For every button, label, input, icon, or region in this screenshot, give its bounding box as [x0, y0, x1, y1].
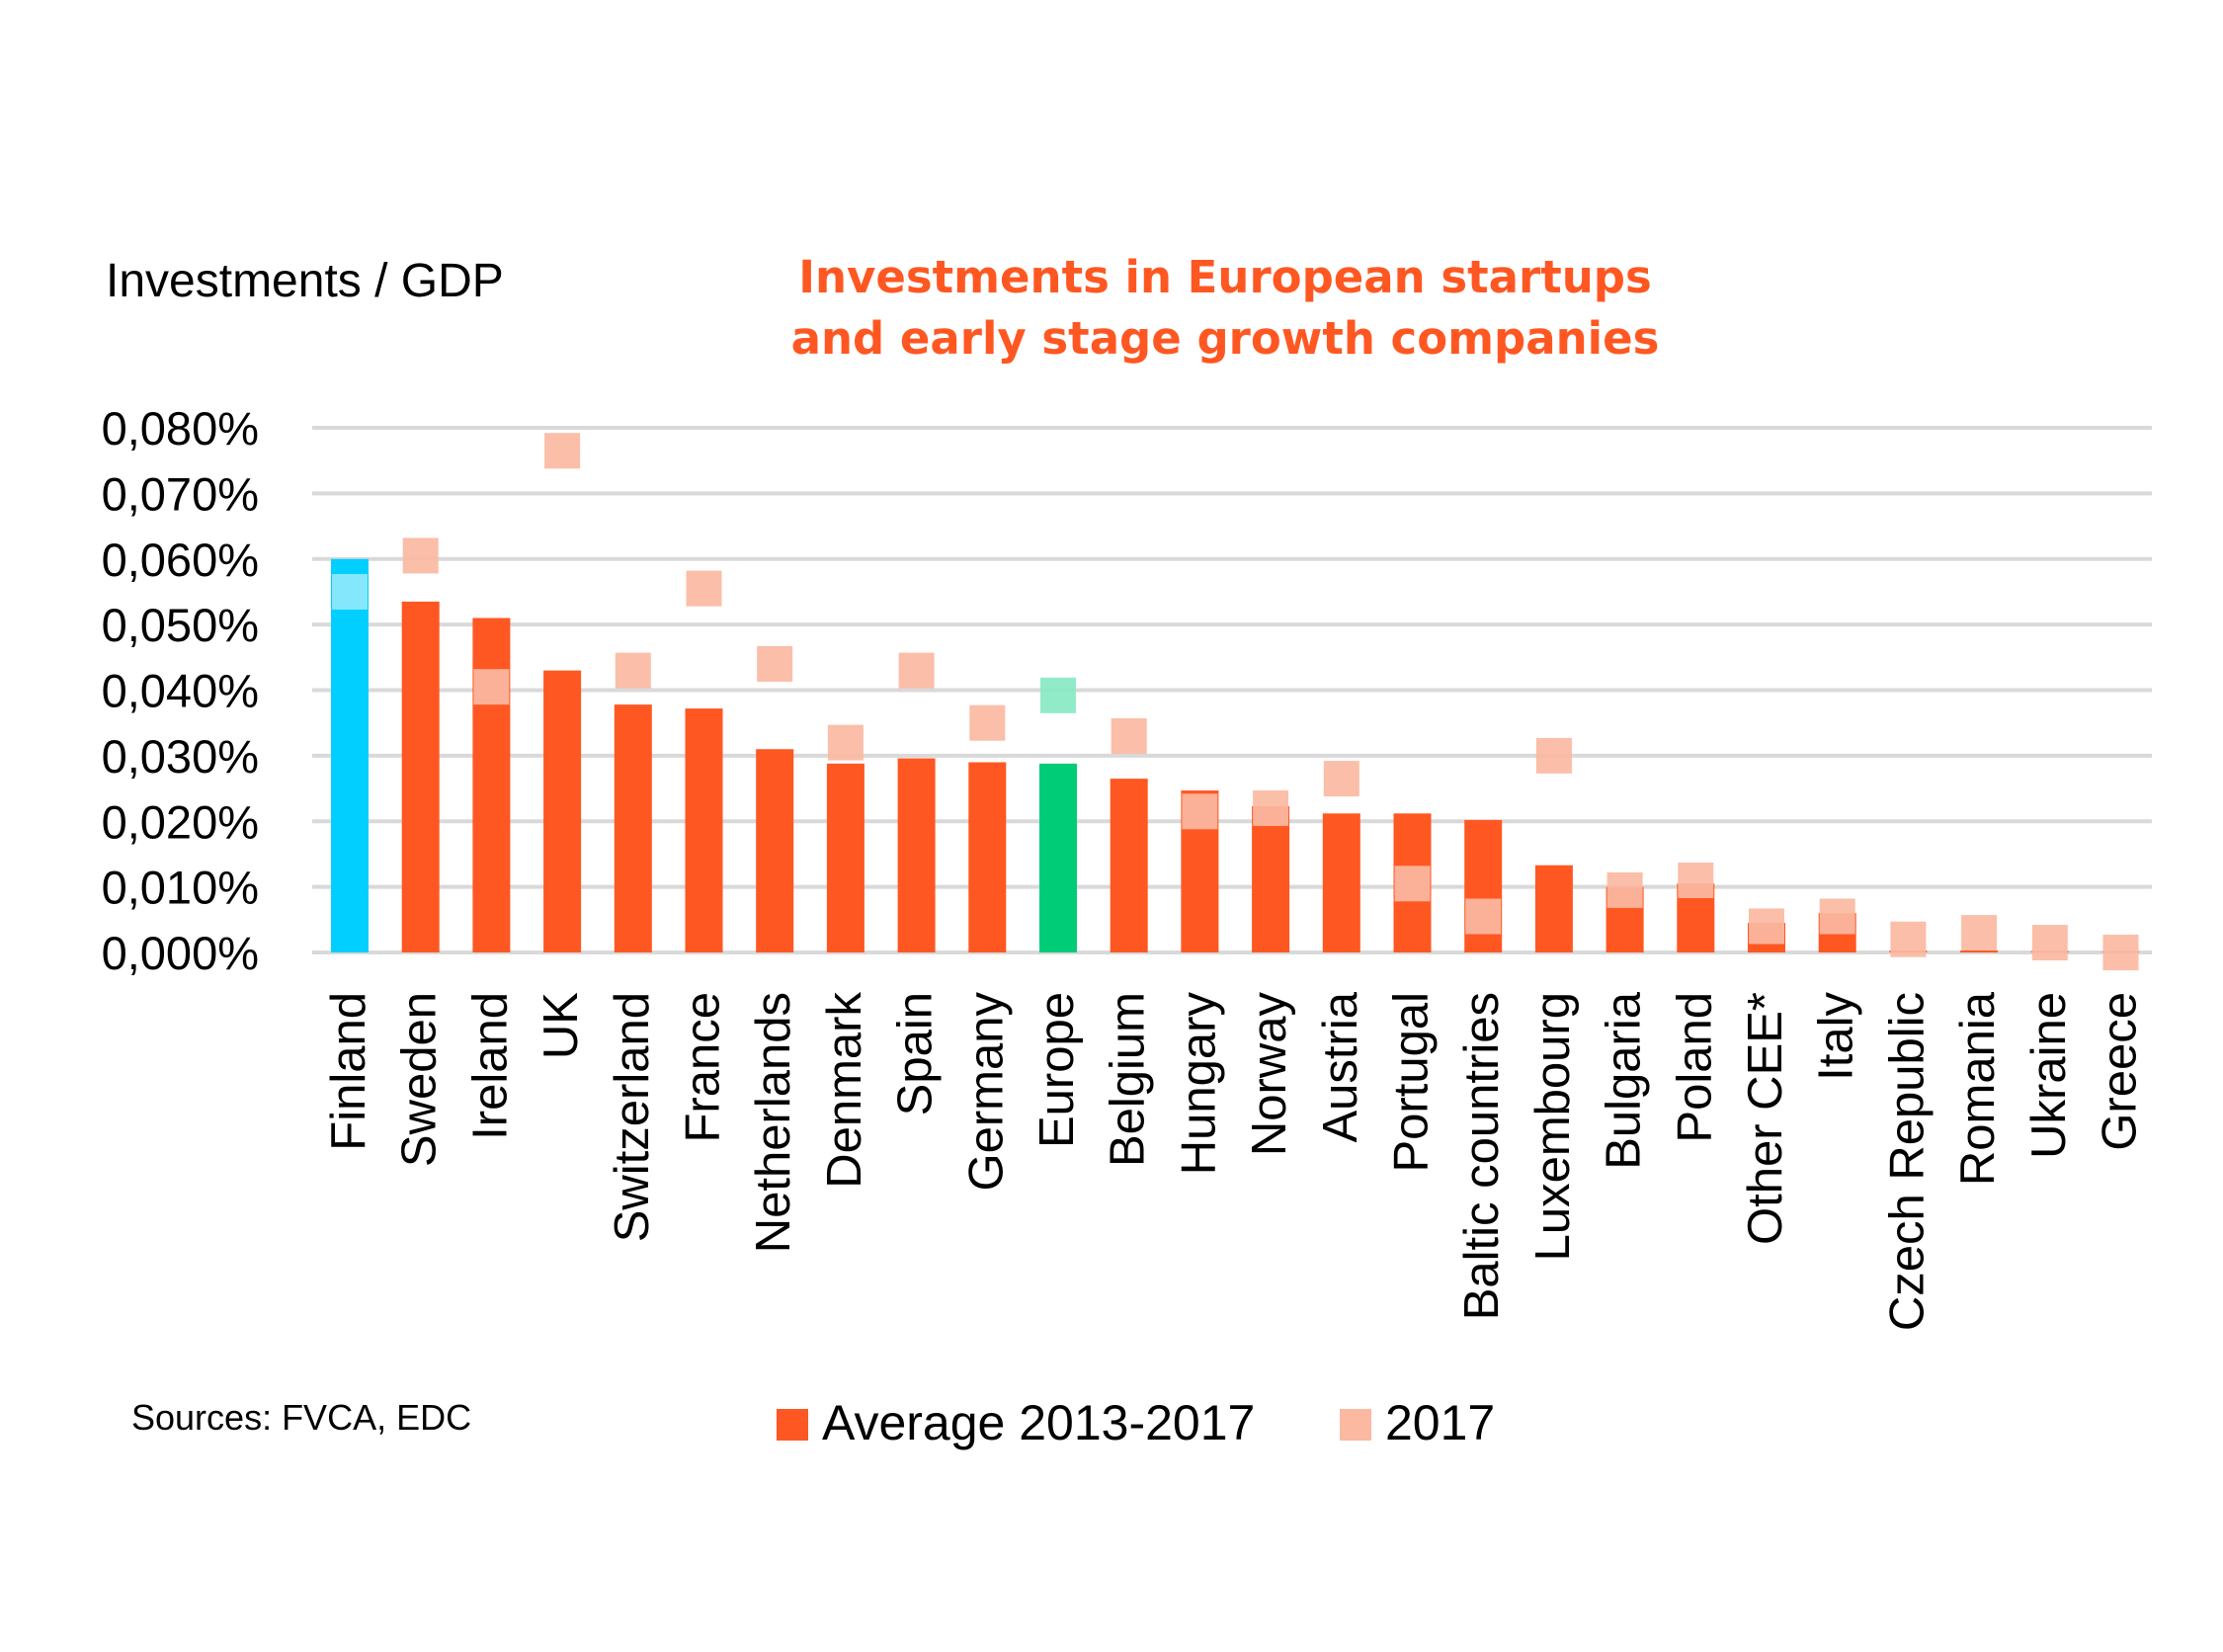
- marker-2017-finland: [332, 573, 368, 610]
- y-tick-label: 0,020%: [102, 795, 259, 848]
- y-tick-label: 0,000%: [102, 927, 259, 979]
- y-tick-label: 0,010%: [102, 862, 259, 914]
- bar-netherlands: [756, 749, 794, 952]
- marker-2017-france: [686, 570, 722, 607]
- category-label-austria: Austria: [1314, 991, 1367, 1142]
- category-label-bulgaria: Bulgaria: [1598, 991, 1651, 1170]
- category-label-spain: Spain: [889, 992, 943, 1115]
- bar-austria: [1322, 813, 1360, 952]
- category-label-other-cee: Other CEE*: [1739, 992, 1792, 1245]
- marker-2017-greece: [2102, 935, 2139, 970]
- marker-2017-switzerland: [615, 652, 651, 689]
- bar-romania: [1960, 950, 1999, 952]
- marker-2017-denmark: [827, 724, 864, 761]
- legend: Average 2013-2017 2017: [777, 1395, 1495, 1450]
- category-label-italy: Italy: [1810, 992, 1863, 1081]
- bar-belgium: [1110, 779, 1148, 952]
- marker-2017-hungary: [1182, 793, 1218, 830]
- legend-label-average: Average 2013-2017: [822, 1395, 1255, 1450]
- marker-2017-ukraine: [2031, 925, 2068, 961]
- marker-2017-sweden: [402, 537, 439, 574]
- category-label-sweden: Sweden: [393, 992, 447, 1167]
- marker-2017-other-cee: [1749, 908, 1784, 945]
- category-label-hungary: Hungary: [1172, 992, 1225, 1176]
- bar-france: [685, 708, 723, 952]
- marker-2017-austria: [1323, 761, 1359, 797]
- category-label-portugal: Portugal: [1385, 992, 1439, 1173]
- y-tick-label: 0,050%: [102, 599, 259, 651]
- marker-2017-romania: [1961, 915, 1998, 951]
- chart-title-line-1: Investments in European startups: [798, 251, 1652, 303]
- y-tick-label: 0,070%: [102, 467, 259, 520]
- marker-2017-baltic-countries: [1465, 898, 1502, 935]
- bar-uk: [543, 670, 582, 952]
- marker-2017-germany: [969, 704, 1006, 741]
- category-label-luxembourg: Luxembourg: [1526, 992, 1580, 1261]
- marker-2017-italy: [1819, 898, 1855, 935]
- marker-2017-bulgaria: [1606, 871, 1643, 908]
- category-label-baltic-countries: Baltic countries: [1455, 992, 1509, 1320]
- bars-average: [331, 558, 2140, 952]
- bar-germany: [968, 762, 1007, 952]
- marker-2017-poland: [1678, 862, 1714, 898]
- chart-title-line-2: and early stage growth companies: [791, 312, 1660, 365]
- bar-spain: [897, 758, 936, 952]
- y-tick-label: 0,060%: [102, 534, 259, 586]
- category-label-norway: Norway: [1243, 992, 1296, 1157]
- category-label-romania: Romania: [1951, 991, 2005, 1186]
- marker-2017-uk: [544, 433, 581, 469]
- category-label-greece: Greece: [2094, 992, 2147, 1151]
- bar-ireland: [472, 618, 511, 952]
- bar-finland: [331, 558, 369, 952]
- legend-swatch-2017: [1340, 1409, 1371, 1441]
- marker-2017-belgium: [1111, 717, 1147, 754]
- bar-denmark: [826, 763, 864, 952]
- y-axis-label: Investments / GDP: [106, 255, 504, 307]
- marker-2017-netherlands: [757, 645, 793, 682]
- category-label-denmark: Denmark: [818, 992, 871, 1189]
- legend-swatch-average: [777, 1409, 808, 1441]
- bar-luxembourg: [1534, 865, 1573, 952]
- gridlines: [312, 426, 2152, 954]
- category-label-france: France: [677, 992, 730, 1143]
- category-label-uk: UK: [535, 992, 588, 1059]
- source-note: Sources: FVCA, EDC: [131, 1397, 471, 1438]
- bar-europe: [1039, 763, 1077, 952]
- bar-switzerland: [614, 704, 652, 952]
- y-tick-labels: 0,000% 0,010% 0,020% 0,030% 0,040% 0,050% 0,06…: [102, 402, 259, 979]
- category-label-switzerland: Switzerland: [606, 992, 659, 1242]
- y-tick-label: 0,080%: [102, 402, 259, 454]
- marker-2017-norway: [1253, 789, 1289, 826]
- category-label-netherlands: Netherlands: [747, 992, 800, 1253]
- category-label-ukraine: Ukraine: [2022, 992, 2076, 1159]
- category-labels: Finland Sweden Ireland UK Switzerland France N…: [322, 991, 2147, 1331]
- marker-2017-luxembourg: [1535, 737, 1572, 774]
- category-label-germany: Germany: [959, 992, 1013, 1192]
- marker-2017-czech-republic: [1890, 921, 1927, 957]
- marker-2017-spain: [898, 652, 935, 689]
- marker-2017-ireland: [473, 669, 510, 705]
- legend-label-2017: 2017: [1385, 1395, 1495, 1450]
- category-label-belgium: Belgium: [1102, 992, 1155, 1167]
- marker-2017-portugal: [1394, 866, 1431, 902]
- bar-norway: [1252, 805, 1290, 952]
- category-label-ireland: Ireland: [463, 992, 517, 1140]
- bar-sweden: [401, 601, 440, 952]
- category-label-poland: Poland: [1668, 992, 1721, 1143]
- y-tick-label: 0,030%: [102, 730, 259, 783]
- markers-2017: [332, 433, 2139, 970]
- marker-2017-europe: [1040, 677, 1076, 713]
- category-label-europe: Europe: [1030, 992, 1084, 1148]
- category-label-finland: Finland: [322, 992, 375, 1151]
- category-label-czech-republic: Czech Republic: [1880, 992, 1934, 1331]
- y-tick-label: 0,040%: [102, 665, 259, 717]
